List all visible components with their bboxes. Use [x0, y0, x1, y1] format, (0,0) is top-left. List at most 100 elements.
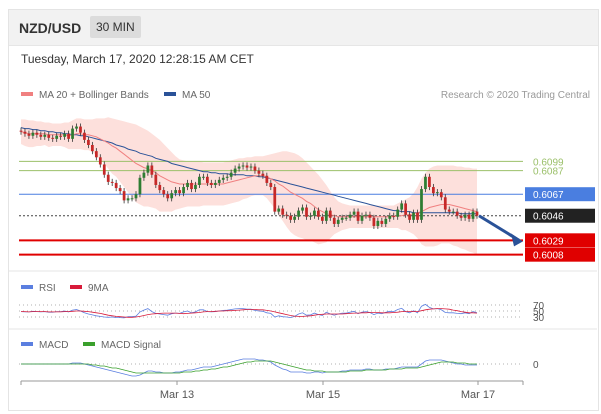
candle-body — [475, 211, 479, 216]
candle-body — [102, 164, 106, 175]
credit-text: Research © 2020 Trading Central — [440, 90, 590, 101]
candle-body — [142, 172, 146, 178]
candle-body — [328, 210, 332, 218]
rsi-level-label: 30 — [533, 313, 545, 324]
ma20-line — [20, 131, 478, 218]
candle-body — [190, 182, 193, 190]
ma50-line — [20, 127, 477, 215]
candle-body — [408, 214, 411, 220]
candle-body — [285, 214, 289, 216]
legend-macd-signal: MACD Signal — [83, 340, 161, 351]
candle-body — [174, 190, 178, 194]
legend-macd: MACD — [21, 340, 68, 351]
candle-body — [245, 165, 249, 168]
candle-body — [396, 209, 400, 217]
candle-body — [368, 214, 372, 218]
rsi-ma-swatch — [70, 285, 82, 290]
candle-body — [106, 174, 110, 182]
chart-widget: NZD/USD 30 MIN Tuesday, March 17, 2020 1… — [8, 9, 599, 411]
forecast-arrowhead — [511, 233, 523, 247]
price-level-label: 0.6087 — [533, 167, 564, 178]
macd-swatch — [21, 342, 33, 347]
ma50-swatch — [164, 92, 176, 97]
currency-pair-title: NZD/USD — [19, 20, 82, 36]
candle-body — [90, 145, 94, 152]
candle-body — [447, 209, 451, 212]
candle-body — [249, 166, 253, 168]
candle-body — [213, 182, 217, 185]
candle-body — [229, 172, 233, 177]
candle-body — [297, 210, 300, 217]
legend-rsi: RSI — [21, 283, 56, 294]
candle-body — [118, 188, 122, 192]
candle-body — [87, 139, 90, 145]
candle-body — [301, 207, 304, 211]
candle-body — [162, 190, 166, 195]
rsi-level-label: 50 — [533, 307, 545, 318]
candle-body — [19, 130, 23, 132]
legend-rsi-label: RSI — [39, 283, 56, 294]
candle-body — [205, 176, 209, 183]
candle-body — [221, 177, 225, 180]
price-level-label: 0.6029 — [533, 236, 564, 247]
candle-body — [126, 198, 130, 201]
candle-body — [158, 184, 162, 191]
candle-body — [360, 215, 364, 221]
interval-button[interactable]: 30 MIN — [90, 16, 141, 38]
candle-body — [233, 168, 237, 173]
candle-body — [182, 187, 185, 194]
candle-body — [324, 210, 328, 221]
candle-body — [150, 165, 154, 175]
candle-body — [428, 176, 431, 188]
price-level-tag-0.6029 — [525, 233, 595, 248]
legend-rsi-ma-label: 9MA — [88, 283, 109, 294]
candle-body — [83, 132, 86, 140]
candle-body — [376, 220, 380, 226]
candle-body — [455, 211, 459, 216]
rsi-swatch — [21, 285, 33, 290]
x-tick-label: Mar 13 — [160, 389, 194, 401]
price-level-tag-0.6008 — [525, 247, 595, 262]
legend-macd-signal-label: MACD Signal — [101, 340, 162, 351]
candle-body — [237, 166, 241, 169]
candle-body — [59, 135, 63, 137]
candle-body — [435, 192, 439, 194]
price-level-label: 0.6046 — [533, 212, 564, 223]
candle-body — [79, 126, 82, 133]
candle-body — [35, 132, 39, 135]
price-level-tag-0.6046 — [525, 208, 595, 223]
candle-body — [340, 217, 344, 220]
candle-body — [202, 176, 205, 178]
price-level-label: 0.6008 — [533, 251, 564, 262]
candle-body — [55, 135, 59, 139]
macd-zero-label: 0 — [533, 360, 539, 371]
candle-body — [372, 217, 376, 226]
candle-body — [170, 193, 174, 199]
candle-body — [253, 166, 257, 171]
chart-header: NZD/USD 30 MIN — [9, 10, 598, 46]
candle-body — [63, 133, 66, 137]
candle-body — [71, 128, 74, 139]
candle-body — [67, 133, 70, 139]
candle-body — [356, 211, 360, 221]
candle-body — [416, 212, 419, 220]
candle-body — [432, 187, 435, 194]
candle-body — [98, 157, 102, 165]
candle-body — [257, 170, 261, 174]
candle-body — [471, 211, 475, 219]
candle-body — [289, 215, 293, 220]
candle-body — [261, 173, 265, 176]
candle-body — [146, 165, 150, 173]
candle-body — [459, 215, 463, 218]
candle-body — [344, 217, 348, 219]
candle-body — [412, 212, 415, 220]
candle-body — [138, 177, 142, 195]
price-level-label: 0.6099 — [533, 157, 564, 168]
candle-body — [31, 132, 35, 136]
candle-body — [134, 194, 138, 199]
candle-body — [336, 219, 340, 224]
candle-body — [43, 134, 47, 137]
candle-body — [384, 218, 388, 224]
candle-body — [241, 165, 245, 167]
candle-body — [404, 203, 408, 215]
